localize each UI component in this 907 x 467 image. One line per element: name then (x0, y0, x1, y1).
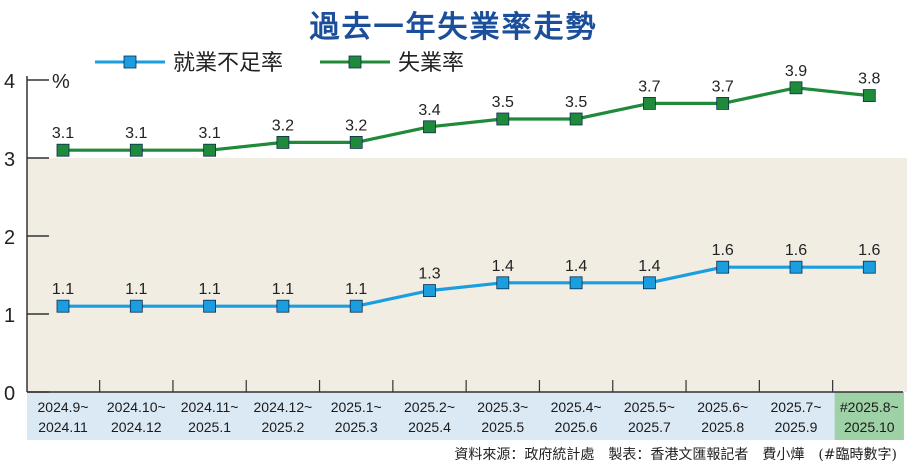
data-point (203, 299, 217, 313)
x-tick-label: 2025.5~ (624, 399, 675, 415)
y-tick-label: 3 (4, 149, 15, 171)
data-point (569, 112, 583, 126)
data-point (276, 299, 290, 313)
data-point (423, 120, 436, 134)
data-label: 1.4 (565, 258, 587, 275)
x-tick-label: 2025.2~ (404, 399, 455, 415)
band-0-1 (27, 314, 907, 392)
legend-label: 失業率 (398, 51, 464, 76)
x-tick-label: 2025.1~ (331, 399, 382, 415)
x-tick-label: 2025.10 (844, 419, 895, 435)
x-tick-label: 2025.9 (775, 419, 818, 435)
data-point (643, 97, 656, 110)
data-point (129, 299, 143, 313)
data-point (716, 97, 730, 110)
y-tick-label: 0 (4, 383, 15, 405)
legend-label: 就業不足率 (173, 51, 283, 76)
y-tick-label: 2 (4, 227, 15, 249)
data-label: 1.1 (198, 281, 220, 298)
data-label: 1.1 (345, 281, 367, 298)
data-label: 1.1 (272, 281, 294, 298)
data-label: 1.6 (858, 242, 880, 259)
x-tick-label: 2025.1 (188, 419, 231, 435)
x-tick-label: 2025.7~ (771, 399, 822, 415)
y-tick-label: 4 (4, 71, 15, 93)
data-point (203, 143, 217, 157)
x-tick-label: 2024.9~ (38, 399, 89, 415)
x-tick-label: #2025.8~ (840, 399, 899, 415)
chart-title: 過去一年失業率走勢 (309, 10, 598, 45)
x-strip-highlight (834, 392, 904, 440)
data-label: 3.2 (345, 117, 367, 134)
data-label: 3.8 (858, 71, 880, 88)
data-point (716, 260, 730, 274)
x-strip-bg (27, 392, 903, 440)
source-note: 資料來源：政府統計處 製表：香港文匯報記者 費小燁 (#臨時數字) (454, 447, 897, 463)
x-tick-label: 2024.11~ (181, 399, 239, 415)
x-tick-label: 2025.7 (628, 419, 671, 435)
y-tick-label: 1 (4, 305, 15, 327)
data-label: 3.9 (785, 63, 807, 80)
x-axis-strip (27, 392, 904, 440)
data-point (276, 135, 290, 149)
x-tick-label: 2025.6~ (697, 399, 748, 415)
series-line (63, 265, 870, 308)
data-point (349, 135, 363, 149)
band-2-3-tint (27, 158, 907, 236)
data-label: 1.1 (125, 281, 147, 298)
data-label: 3.7 (712, 78, 734, 95)
data-label: 3.1 (125, 125, 147, 142)
data-label: 1.6 (712, 242, 734, 259)
data-point (789, 81, 803, 95)
data-label: 3.5 (492, 94, 514, 111)
series-group: 1.1 1.1 1.1 1.1 1.1 1.3 1.4 1.4 1.4 1.6 1.6 1.6 3.1 3… (52, 63, 881, 313)
data-label: 1.4 (638, 258, 660, 275)
series-line (63, 86, 870, 152)
data-point (129, 143, 143, 157)
x-tick-label: 2025.5 (481, 419, 524, 435)
data-point (423, 284, 436, 298)
x-tick-label: 2025.6 (555, 419, 598, 435)
x-tick-label: 2025.4~ (551, 399, 602, 415)
data-label: 1.3 (418, 266, 440, 283)
data-point (643, 276, 656, 290)
data-point (862, 89, 876, 102)
y-axis-unit: % (52, 71, 70, 93)
band-1-2 (27, 236, 907, 314)
data-label: 3.2 (272, 117, 294, 134)
data-point (569, 276, 583, 290)
x-tick-label: 2025.4 (408, 419, 451, 435)
background-bands (27, 158, 907, 392)
x-tick-label: 2024.12 (111, 419, 162, 435)
data-label: 3.1 (198, 125, 220, 142)
data-point (789, 260, 803, 274)
axes: 0 1 2 3 4 % 2024.9~ 2024.11 2024.10~ 2024.12 2024.… (4, 71, 903, 435)
data-label: 3.1 (52, 125, 74, 142)
x-tick-label: 2025.3 (335, 419, 378, 435)
data-label: 1.4 (492, 258, 514, 275)
x-tick-label: 2025.2 (261, 419, 304, 435)
legend-marker (348, 55, 362, 69)
data-label: 3.7 (638, 78, 660, 95)
data-label: 3.5 (565, 94, 587, 111)
data-point (349, 299, 363, 313)
data-label: 1.6 (785, 242, 807, 259)
legend-marker (123, 55, 137, 69)
legend: 就業不足率 失業率 (95, 51, 464, 76)
data-point (56, 143, 70, 157)
data-point (56, 299, 70, 313)
data-point (496, 276, 510, 290)
x-tick-label: 2024.10~ (107, 399, 166, 415)
data-point (862, 260, 876, 274)
data-label: 1.1 (52, 281, 74, 298)
x-tick-label: 2025.3~ (477, 399, 528, 415)
data-label: 3.4 (418, 102, 440, 119)
x-tick-label: 2024.11 (38, 419, 88, 435)
x-tick-label: 2024.12~ (254, 399, 313, 415)
x-tick-label: 2025.8 (701, 419, 744, 435)
data-point (496, 112, 510, 126)
